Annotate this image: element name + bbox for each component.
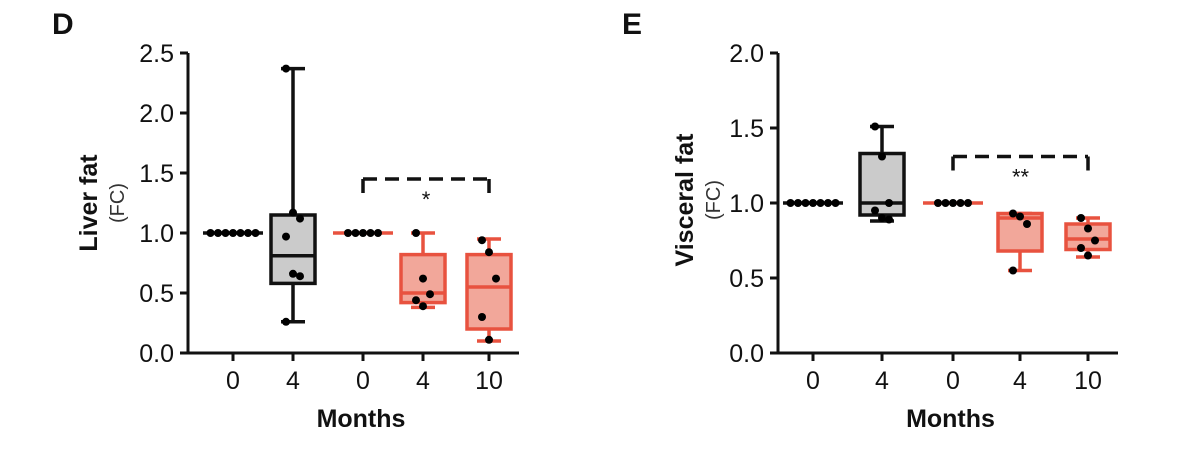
data-point: [289, 269, 297, 278]
data-point: [478, 313, 486, 321]
y-axis-unit: (FC): [107, 183, 129, 223]
data-point: [251, 229, 260, 237]
data-point: [824, 199, 832, 207]
chart-panel-d: 0.0 0.5 1.0 1.5 2.0 2.5 Liver fat (FC) 0 4 0 4 10 Mon…: [75, 40, 519, 433]
data-point: [419, 302, 427, 311]
data-point: [1016, 212, 1024, 221]
data-point: [492, 274, 500, 283]
data-point: [214, 229, 222, 237]
y-tick-label: 1.5: [729, 115, 764, 143]
x-tick-label: 0: [356, 367, 370, 395]
x-tick-label: 4: [286, 367, 300, 395]
data-point: [244, 229, 252, 237]
x-axis-label: Months: [317, 405, 406, 433]
y-tick-label: 2.5: [139, 40, 174, 68]
data-point: [816, 199, 825, 207]
data-point: [366, 229, 375, 237]
box-iqr: [465, 252, 513, 331]
data-point: [794, 199, 802, 207]
data-point: [206, 229, 215, 237]
data-point: [351, 229, 360, 237]
x-tick-label: 4: [416, 367, 430, 395]
x-tick-label: 0: [946, 367, 960, 395]
data-point: [1009, 266, 1017, 275]
data-point: [809, 199, 817, 207]
data-point: [419, 274, 427, 283]
data-point: [296, 272, 304, 281]
y-tick-label: 0.0: [729, 340, 764, 368]
data-point: [801, 199, 810, 207]
y-tick-label: 0.5: [729, 265, 764, 293]
data-point: [956, 199, 965, 207]
data-point: [1077, 214, 1085, 222]
y-tick-label: 2.0: [729, 40, 764, 68]
data-point: [485, 335, 493, 344]
data-point: [1023, 220, 1031, 228]
data-point: [478, 236, 486, 245]
data-point: [871, 206, 879, 215]
data-point: [229, 229, 237, 237]
y-axis-label: Liver fat: [75, 154, 103, 252]
data-point: [1091, 236, 1099, 245]
y-tick-label: 0.0: [139, 340, 174, 368]
data-point: [236, 229, 245, 237]
y-tick-label: 0.5: [139, 280, 174, 308]
data-point: [412, 229, 420, 237]
x-tick-label: 0: [226, 367, 240, 395]
box-iqr: [858, 151, 906, 217]
data-point: [282, 64, 290, 73]
data-point: [964, 199, 972, 207]
data-point: [871, 122, 879, 131]
y-tick-label: 1.5: [139, 160, 174, 188]
y-axis-unit: (FC): [703, 180, 725, 220]
data-point: [374, 229, 382, 237]
data-point: [949, 199, 957, 207]
data-point: [1009, 209, 1017, 218]
data-point: [1084, 251, 1092, 260]
chart-panel-e: 0.0 0.5 1.0 1.5 2.0 Visceral fat (FC) 0 4 0 4 10 Mon…: [671, 40, 1118, 433]
panel-letter-e: E: [622, 8, 643, 41]
data-point: [831, 199, 840, 207]
data-point: [359, 229, 367, 237]
x-tick-label: 4: [875, 367, 889, 395]
data-point: [934, 199, 942, 207]
data-point: [786, 199, 795, 207]
data-point: [289, 208, 297, 217]
x-tick-label: 4: [1013, 367, 1027, 395]
data-point: [282, 317, 290, 326]
panel-letter-d: D: [52, 8, 74, 41]
significance-label: *: [422, 187, 431, 212]
y-tick-label: 2.0: [139, 100, 174, 128]
data-point: [941, 199, 950, 207]
data-point: [1077, 244, 1085, 252]
y-axis-label: Visceral fat: [671, 133, 699, 267]
x-tick-label: 0: [806, 367, 820, 395]
x-tick-label: 10: [475, 367, 503, 395]
data-point: [885, 199, 893, 207]
significance-label: **: [1012, 165, 1030, 190]
data-point: [426, 290, 434, 299]
x-tick-label: 10: [1074, 367, 1102, 395]
data-point: [885, 215, 893, 224]
data-point: [296, 214, 304, 223]
data-point: [1084, 224, 1092, 233]
data-point: [878, 214, 886, 222]
y-tick-label: 1.0: [139, 220, 174, 248]
data-point: [485, 248, 493, 257]
y-tick-label: 1.0: [729, 190, 764, 218]
data-point: [282, 232, 290, 241]
data-point: [412, 296, 420, 305]
data-point: [878, 152, 886, 161]
data-point: [344, 229, 352, 237]
data-point: [221, 229, 230, 237]
x-axis-label: Months: [906, 405, 995, 433]
